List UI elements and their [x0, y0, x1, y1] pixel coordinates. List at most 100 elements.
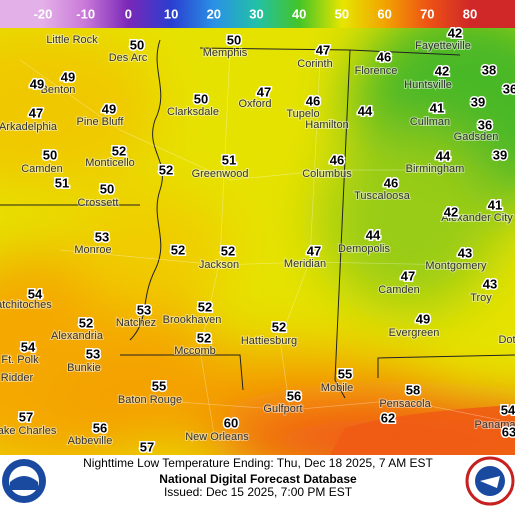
map	[0, 28, 515, 455]
legend-label: 20	[207, 6, 221, 21]
source-label: National Digital Forecast Database	[159, 472, 357, 486]
footer	[0, 455, 515, 507]
temperature-label: 52	[159, 162, 173, 177]
city-label: Montgomery	[425, 260, 487, 272]
city-label: Pensacola	[379, 398, 431, 410]
nws-logo	[465, 456, 515, 506]
city-label: Little Rock	[46, 34, 98, 46]
temperature-label: 51	[222, 152, 236, 167]
temperature-label: 44	[358, 103, 373, 118]
issued-label: Issued: Dec 15 2025, 7:00 PM EST	[164, 485, 353, 499]
legend-label: -10	[76, 6, 95, 21]
legend-label: 50	[335, 6, 349, 21]
city-label: Fayetteville	[415, 40, 471, 52]
temperature-label: 53	[86, 346, 100, 361]
temperature-label: 49	[102, 101, 116, 116]
temperature-label: 50	[194, 91, 208, 106]
temperature-label: 46	[306, 93, 320, 108]
temperature-label: 44	[366, 227, 381, 242]
temperature-label: 57	[140, 439, 154, 454]
legend-label: 60	[377, 6, 391, 21]
legend-bar	[0, 0, 515, 28]
temperature-label: 53	[137, 302, 151, 317]
legend-label: -20	[34, 6, 53, 21]
city-label: Panama	[475, 419, 515, 431]
legend-label: 0	[125, 6, 132, 21]
temperature-label: 50	[130, 37, 144, 52]
temperature-label: 39	[471, 94, 485, 109]
temperature-label: 47	[307, 243, 321, 258]
city-label: Troy	[470, 292, 492, 304]
city-label: Alexandria	[51, 330, 104, 342]
temperature-label: 52	[79, 315, 93, 330]
legend-label: 40	[292, 6, 306, 21]
temperature-label: 58	[406, 382, 420, 397]
temperature-label: 41	[488, 197, 502, 212]
city-label: Ft. Polk	[1, 354, 39, 366]
temperature-label: 52	[272, 319, 286, 334]
temperature-label: 56	[287, 388, 301, 403]
city-label: Tuscaloosa	[354, 190, 411, 202]
temperature-label: 42	[448, 25, 462, 40]
city-label: Alexander City	[441, 212, 513, 224]
city-label: Clarksdale	[167, 106, 219, 118]
city-label: Mobile	[321, 382, 353, 394]
legend-label: 70	[420, 6, 434, 21]
temperature-label: 49	[416, 311, 430, 326]
city-label: Baton Rouge	[118, 394, 182, 406]
city-label: Pine Bluff	[77, 116, 125, 128]
temperature-label: 55	[152, 378, 166, 393]
city-label: Benton	[41, 84, 76, 96]
city-label: Monticello	[85, 157, 135, 169]
city-label: Florence	[355, 65, 398, 77]
temperature-label: 47	[316, 42, 330, 57]
city-label: Lake Charles	[0, 425, 57, 437]
legend-label: 30	[249, 6, 263, 21]
temperature-label: 57	[19, 409, 33, 424]
temperature-label: 36	[478, 117, 492, 132]
temperature-label: 42	[435, 63, 449, 78]
temperature-label: 60	[224, 415, 238, 430]
city-label: Jackson	[199, 259, 239, 271]
city-label: Monroe	[74, 244, 111, 256]
temperature-label: 50	[227, 32, 241, 47]
city-label: Mccomb	[174, 345, 216, 357]
city-label: Arkadelphia	[0, 121, 58, 133]
city-label: Columbus	[302, 168, 352, 180]
city-label: Evergreen	[389, 327, 440, 339]
temperature-label: 46	[384, 175, 398, 190]
temperature-label: 42	[444, 204, 458, 219]
temperature-label: 36	[503, 81, 515, 96]
temperature-label: 47	[257, 84, 271, 99]
city-label: Crossett	[78, 197, 119, 209]
temperature-label: 44	[436, 148, 451, 163]
city-label: New Orleans	[185, 431, 249, 443]
temperature-label: 47	[29, 105, 43, 120]
city-label: Tupelo	[286, 108, 319, 120]
city-label: Hamilton	[305, 119, 348, 131]
product-label: Nighttime Low Temperature Ending: Thu, D…	[83, 456, 433, 470]
city-label: Corinth	[297, 58, 332, 70]
city-label: Abbeville	[68, 435, 113, 447]
city-label: Memphis	[203, 47, 248, 59]
temperature-label: 52	[198, 299, 212, 314]
temperature-label: 39	[493, 147, 507, 162]
temperature-label: 41	[430, 100, 444, 115]
temperature-label: 62	[381, 410, 395, 425]
legend-label: 80	[463, 6, 477, 21]
temperature-label: 49	[61, 69, 75, 84]
city-label: Natchez	[116, 317, 156, 329]
temperature-label: 54	[21, 339, 36, 354]
noaa-logo	[2, 459, 46, 503]
temperature-label: 54	[28, 286, 43, 301]
temperature-label: 63	[502, 424, 515, 439]
temperature-label: 49	[30, 76, 44, 91]
temperature-label: 51	[55, 175, 69, 190]
temperature-label: 52	[197, 330, 211, 345]
city-label: Gulfport	[263, 403, 302, 415]
city-label: Brookhaven	[163, 314, 222, 326]
temperature-label: 56	[93, 420, 107, 435]
city-label: Bunkie	[67, 362, 101, 374]
temperature-label: 47	[401, 268, 415, 283]
